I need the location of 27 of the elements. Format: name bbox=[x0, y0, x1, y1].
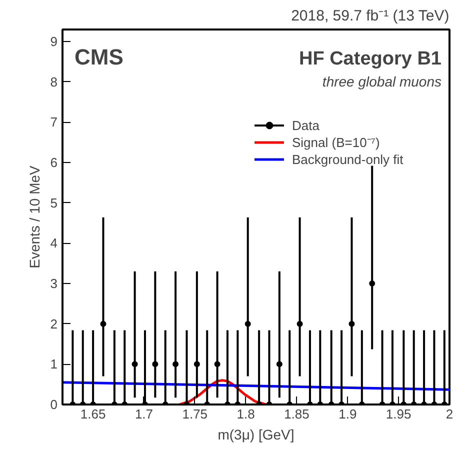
annotation: three global muons bbox=[322, 74, 442, 90]
y-tick-label: 1 bbox=[50, 356, 58, 372]
y-tick-label: 9 bbox=[50, 34, 58, 50]
y-tick-label: 4 bbox=[50, 236, 58, 251]
x-tick-label: 1.75 bbox=[182, 406, 208, 422]
x-axis-title: m(3μ) [GeV] bbox=[218, 426, 294, 442]
y-tick-label: 0 bbox=[50, 397, 58, 412]
x-tick-label: 1.9 bbox=[338, 406, 357, 422]
y-tick-label: 7 bbox=[50, 114, 58, 130]
legend-label: Background-only fit bbox=[292, 151, 404, 167]
x-tick-label: 1.65 bbox=[80, 406, 106, 422]
y-tick-label: 8 bbox=[50, 74, 58, 90]
annotation: HF Category B1 bbox=[298, 48, 442, 70]
y-tick-label: 5 bbox=[50, 195, 58, 210]
annotation: CMS bbox=[74, 44, 124, 70]
x-tick-label: 1.8 bbox=[236, 406, 255, 422]
x-tick-label: 1.95 bbox=[386, 406, 412, 422]
y-tick-label: 3 bbox=[50, 276, 58, 292]
x-tick-label: 1.7 bbox=[134, 406, 154, 422]
y-axis-title: Events / 10 MeV bbox=[26, 164, 42, 268]
y-tick-label: 6 bbox=[50, 155, 58, 170]
legend-label: Signal (B=10⁻⁷) bbox=[292, 134, 380, 151]
x-tick-label: 2 bbox=[446, 406, 454, 422]
y-tick-label: 2 bbox=[50, 316, 58, 332]
legend-label: Data bbox=[292, 117, 320, 133]
chart-title: 2018, 59.7 fb⁻¹ (13 TeV) bbox=[291, 8, 450, 24]
x-tick-label: 1.85 bbox=[284, 406, 310, 422]
